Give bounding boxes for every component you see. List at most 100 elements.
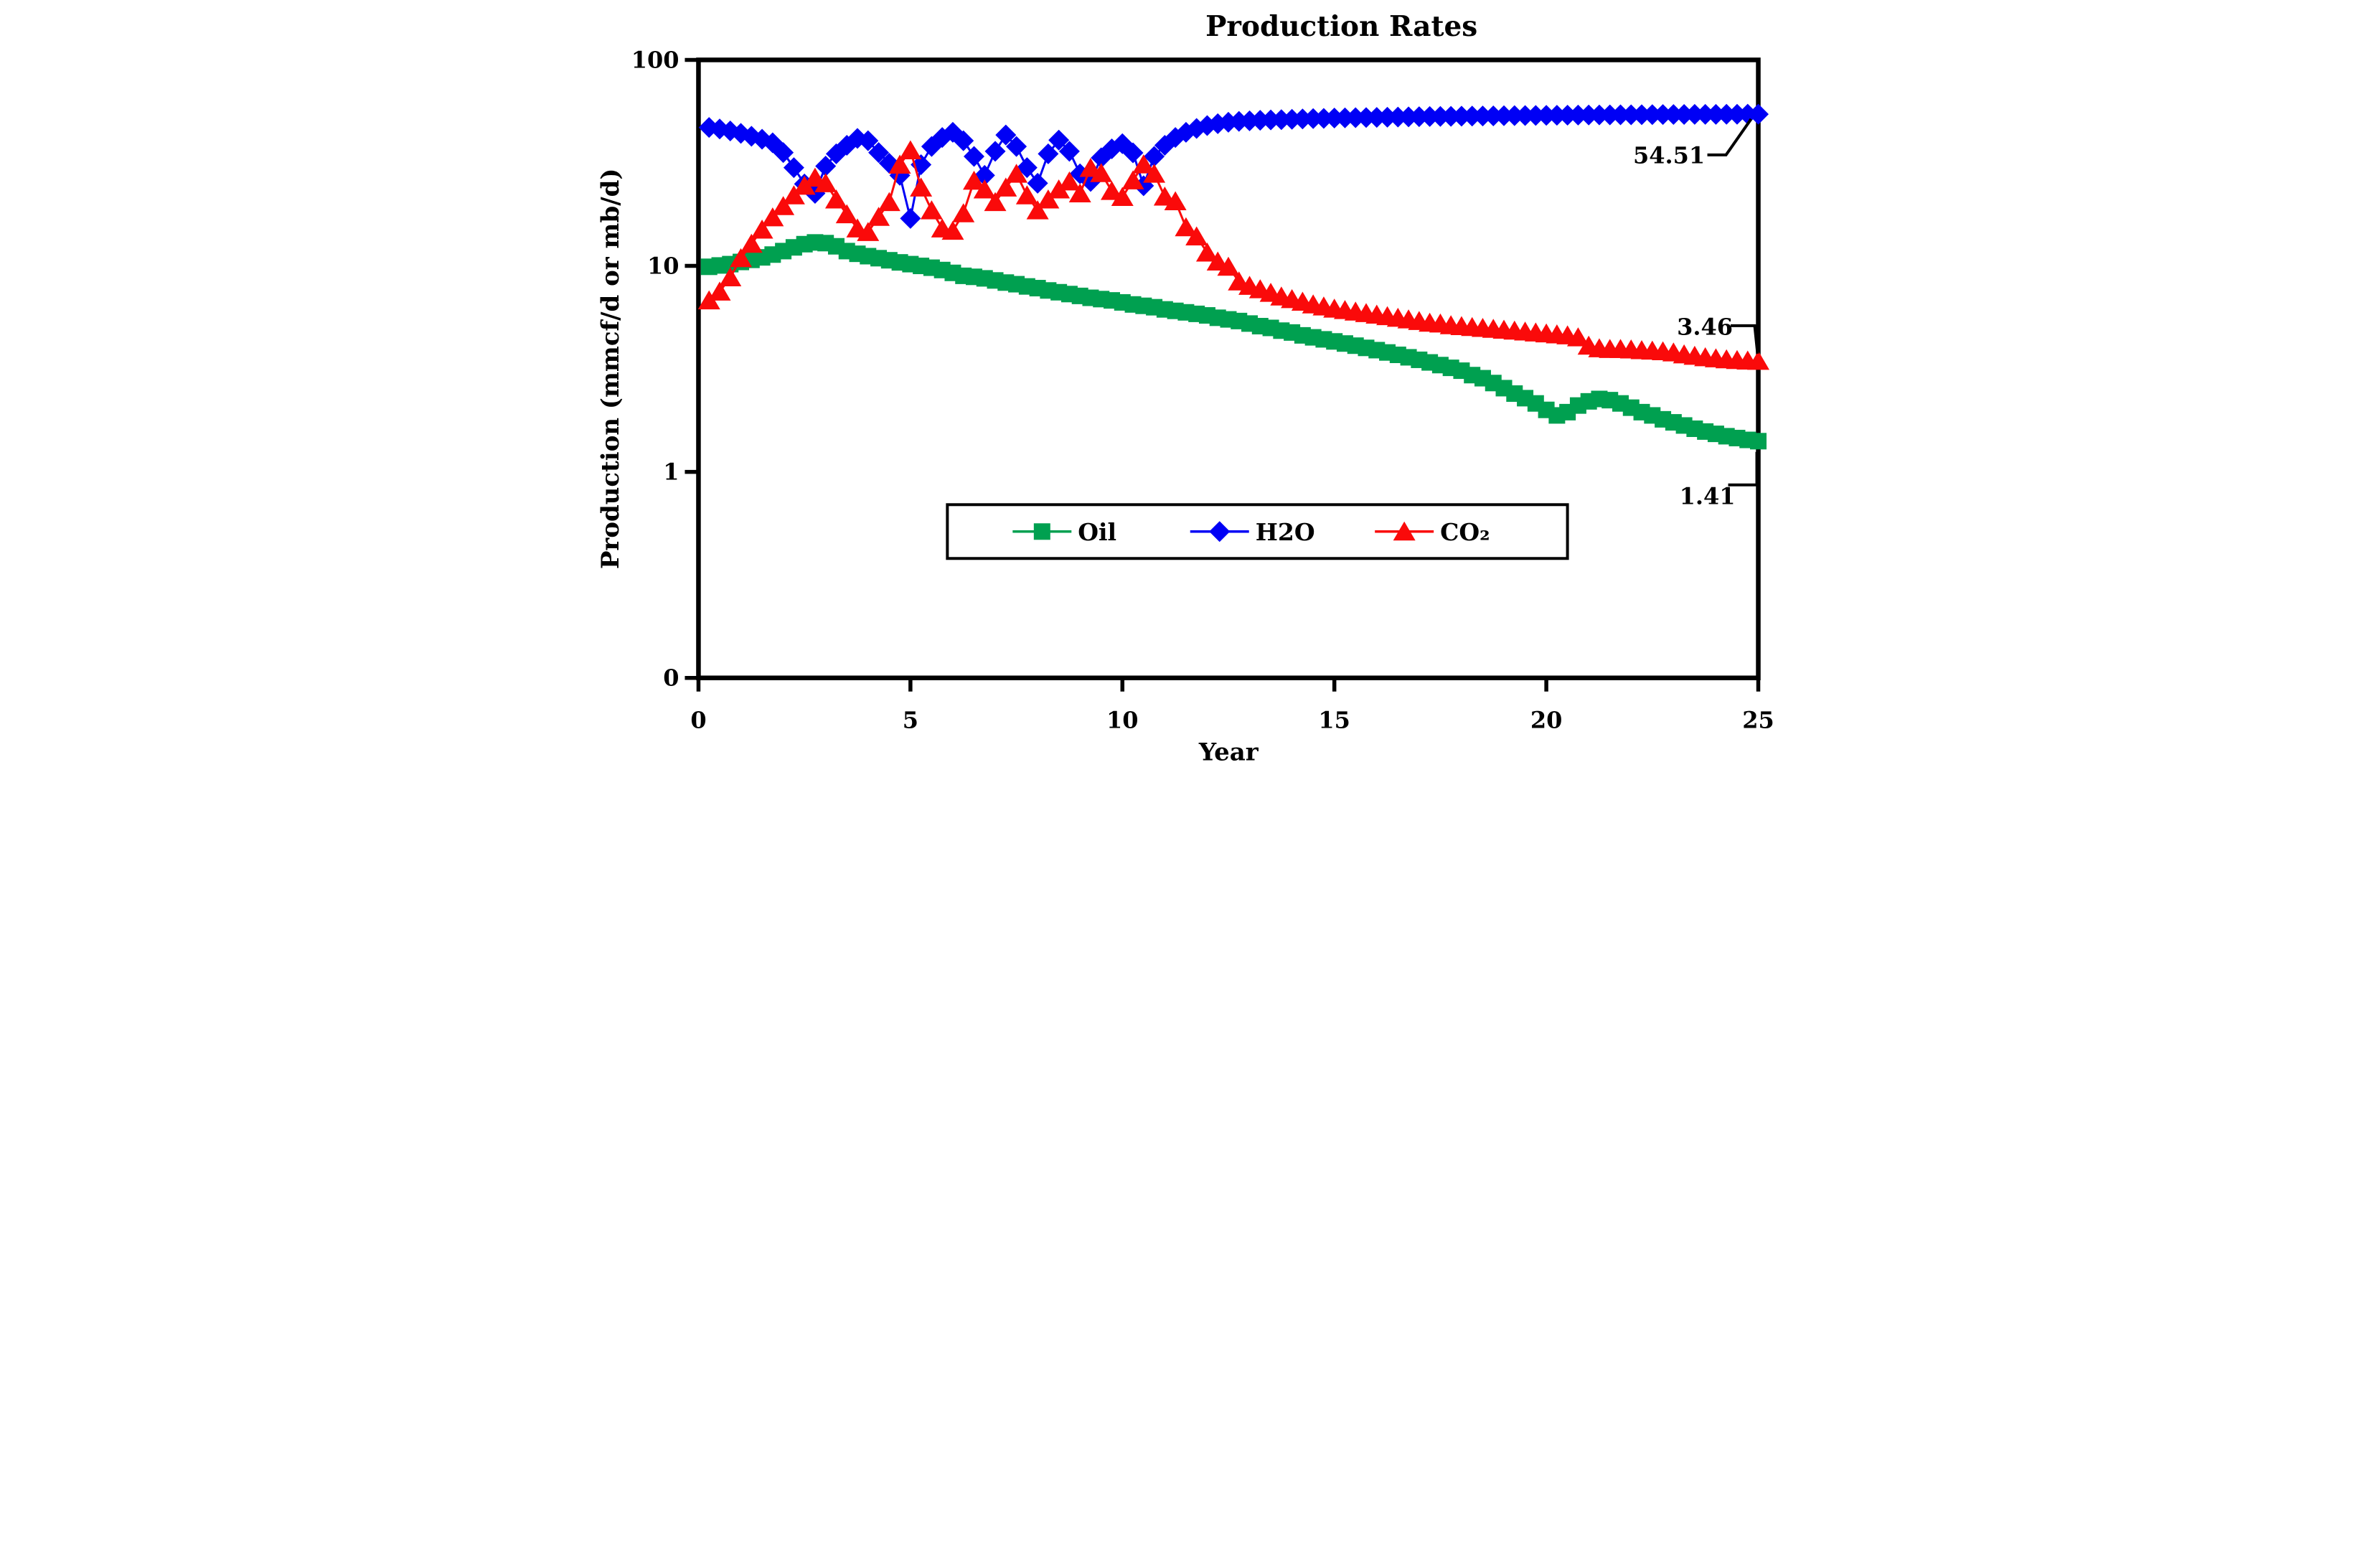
series-point-co2 [1089,163,1112,182]
series-point-co2 [761,207,784,227]
series-point-h2o [1535,105,1557,126]
annotation-co2: 3.46 [1677,313,1733,340]
series-point-h2o [1387,106,1408,128]
series-point-h2o [1048,129,1069,151]
annotation-leader-h2o [1707,118,1752,156]
x-tick-label: 20 [1530,707,1562,734]
series-point-h2o [1609,104,1631,126]
series-point-h2o [1440,105,1462,127]
series-point-co2 [1015,185,1038,205]
series-point-co2 [1174,217,1197,237]
annotation-leader-co2 [1730,324,1759,354]
series-point-h2o [772,142,794,164]
series-point-h2o [1493,105,1515,126]
series-point-co2 [1121,170,1144,189]
series-point-h2o [1122,142,1144,164]
series-point-co2 [835,204,858,224]
series-point-h2o [1027,172,1048,194]
series-point-h2o [783,157,804,179]
series-point-co2 [1068,183,1091,202]
series-point-h2o [1662,104,1684,126]
series-point-oil [1749,433,1767,450]
series-point-co2 [740,233,763,253]
legend-marker-shape [1033,523,1050,540]
series-point-h2o [1683,103,1705,125]
legend-marker-shape [1393,521,1416,541]
annotation-leader-oil [1728,451,1759,487]
series-point-h2o [1302,108,1324,129]
series-point-h2o [1472,105,1493,127]
series-point-h2o [1408,106,1429,128]
series-point-h2o [1069,163,1091,184]
y-tick-label: 10 [646,253,679,280]
series-point-co2 [1026,200,1049,220]
series-point-h2o [847,128,868,149]
series-point-co2 [751,220,773,239]
series-point-h2o [1058,141,1080,162]
series-point-h2o [1345,107,1366,128]
series-point-h2o [1546,105,1567,126]
series-point-h2o [1631,104,1652,126]
series-point-co2 [994,177,1017,197]
series-point-h2o [836,134,857,156]
series-point-h2o [867,142,889,164]
series-point-h2o [1323,108,1345,129]
series-point-h2o [857,130,878,151]
series-point-co2 [793,175,816,195]
series-point-h2o [1578,104,1599,126]
series-point-co2 [708,281,730,301]
series-point-h2o [1376,106,1398,128]
series-point-co2 [888,154,911,174]
series-point-co2 [1164,191,1187,210]
series-point-h2o [1567,104,1589,126]
series-point-co2 [909,177,932,197]
series-point-co2 [856,222,879,241]
x-tick-label: 0 [690,707,706,734]
series-point-h2o [1673,103,1695,125]
series-point-co2 [898,140,921,159]
series-point-co2 [867,207,890,226]
series-point-co2 [951,203,974,222]
series-point-co2 [1047,179,1070,199]
x-tick-label: 5 [902,707,918,734]
series-point-h2o [1334,107,1355,128]
y-tick-label: 100 [631,46,679,73]
series-point-co2 [1132,154,1154,174]
annotation-oil: 1.41 [1679,482,1735,509]
series-point-h2o [963,146,984,167]
series-point-h2o [974,164,995,186]
series-point-h2o [952,130,974,151]
series-point-co2 [941,220,964,240]
series-point-co2 [729,248,752,268]
series-point-co2 [962,170,985,190]
series-point-h2o [1143,146,1165,167]
legend-label-oil[interactable]: Oil [1078,518,1116,546]
x-axis-ticks: 0 5 10 15 20 25 [690,677,1774,734]
series-point-h2o [1694,103,1716,125]
series-point-h2o [984,141,1006,162]
series-point-co2 [1036,189,1059,209]
series-point-h2o [1228,111,1249,132]
legend-marker-oil [1012,523,1071,540]
series-point-co2 [1195,243,1218,262]
series-point-co2 [1100,181,1123,200]
legend: Oil H2O CO₂ [945,503,1569,560]
y-tick-label: 1 [663,459,679,486]
plot-border [695,57,1761,680]
legend-label-h2o[interactable]: H2O [1255,518,1314,546]
series-point-h2o [1016,157,1038,179]
legend-label-co2[interactable]: CO₂ [1440,518,1490,546]
x-tick-label: 15 [1318,707,1350,734]
legend-marker-co2 [1374,521,1434,541]
series-point-h2o [921,136,942,157]
series-point-h2o [1482,105,1504,126]
series-point-h2o [899,207,921,229]
series-point-co2 [878,192,900,212]
series-point-h2o [1652,104,1673,126]
series-point-co2 [984,192,1007,212]
series-point-h2o [1355,107,1376,128]
series-point-co2 [771,196,794,215]
series-point-co2 [1746,350,1769,370]
series-point-h2o [1037,143,1058,164]
